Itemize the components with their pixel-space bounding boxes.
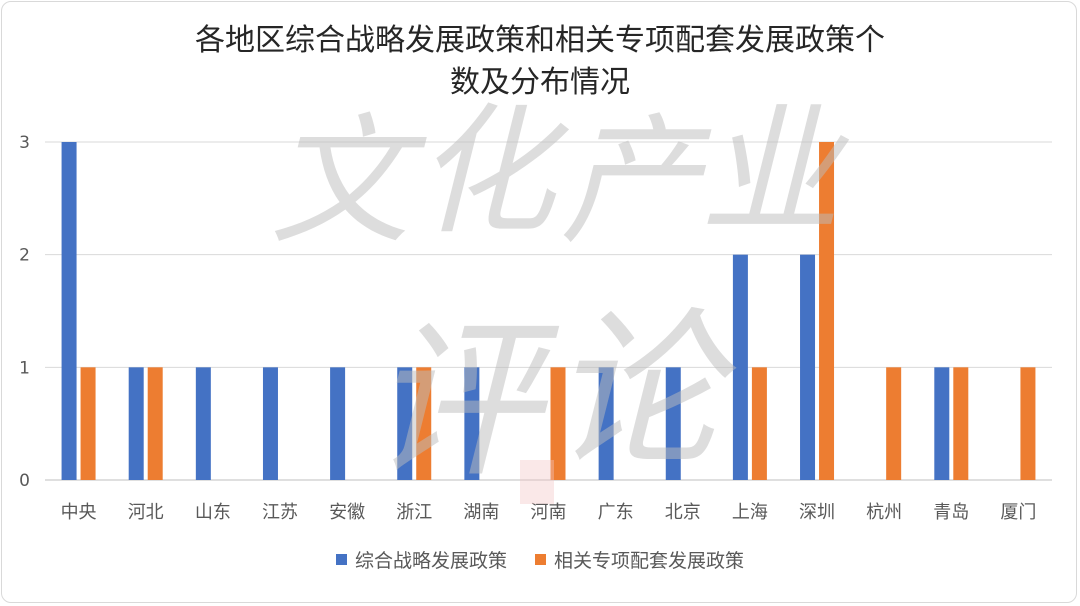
chart-title-line-1: 各地区综合战略发展政策和相关专项配套发展政策个 [195,23,885,58]
bar-series-1 [464,367,480,480]
bar-series-2 [819,142,835,480]
x-tick-label: 青岛 [933,502,969,523]
x-tick-label: 深圳 [799,502,835,523]
x-tick-label: 厦门 [1000,502,1036,523]
legend-label-series-2: 相关专项配套发展政策 [554,550,745,572]
legend-swatch-series-1 [335,554,347,565]
bar-series-2 [886,367,902,480]
bar-series-1 [330,367,346,480]
bar-series-2 [1020,367,1036,480]
bar-series-1 [397,367,413,480]
x-tick-label: 北京 [665,502,701,523]
chart-title: 各地区综合战略发展政策和相关专项配套发展政策个 数及分布情况 [90,20,990,104]
x-tick-label: 河南 [531,502,567,523]
bar-series-1 [128,367,144,480]
bar-series-2 [416,367,432,480]
x-tick-label: 浙江 [396,502,432,523]
x-tick-label: 江苏 [262,502,298,523]
bar-series-1 [262,367,278,480]
bar-series-1 [598,367,614,480]
bar-series-2 [550,367,566,480]
bar-series-2 [751,367,767,480]
y-tick-label: 2 [19,246,30,266]
bar-series-1 [934,367,950,480]
bar-series-2 [953,367,969,480]
y-tick-label: 1 [19,358,30,378]
x-tick-label: 上海 [732,502,768,523]
bar-series-2 [147,367,163,480]
legend: 综合战略发展政策 相关专项配套发展政策 [0,546,1080,573]
x-tick-label: 河北 [128,502,164,523]
y-tick-label: 0 [19,471,30,491]
x-axis-ticks: 中央 河北 山东 江苏 安徽 浙江 湖南 河南 广东 北京 上海 深圳 杭州 青岛 厦门 [61,502,1037,523]
x-tick-label: 中央 [61,502,97,523]
bar-series-1 [61,142,77,480]
x-tick-label: 山东 [195,502,231,523]
grid-lines [45,141,1052,481]
bar-series-1 [195,367,211,480]
x-tick-label: 杭州 [866,502,902,523]
legend-label-series-1: 综合战略发展政策 [354,550,507,572]
bar-series-1 [665,367,681,480]
legend-entry-series-2: 相关专项配套发展政策 [535,546,744,573]
chart-title-line-2: 数及分布情况 [450,65,630,100]
y-axis-ticks: 0 1 2 3 [19,133,30,491]
x-tick-label: 湖南 [463,502,499,523]
y-tick-label: 3 [19,133,30,153]
bar-series-2 [80,367,96,480]
legend-swatch-series-2 [535,554,546,565]
bars [61,142,1036,480]
legend-entry-series-1: 综合战略发展政策 [335,546,507,573]
x-tick-label: 安徽 [329,502,365,523]
bar-series-1 [732,254,748,480]
bar-series-1 [800,254,816,480]
x-tick-label: 广东 [598,502,634,523]
